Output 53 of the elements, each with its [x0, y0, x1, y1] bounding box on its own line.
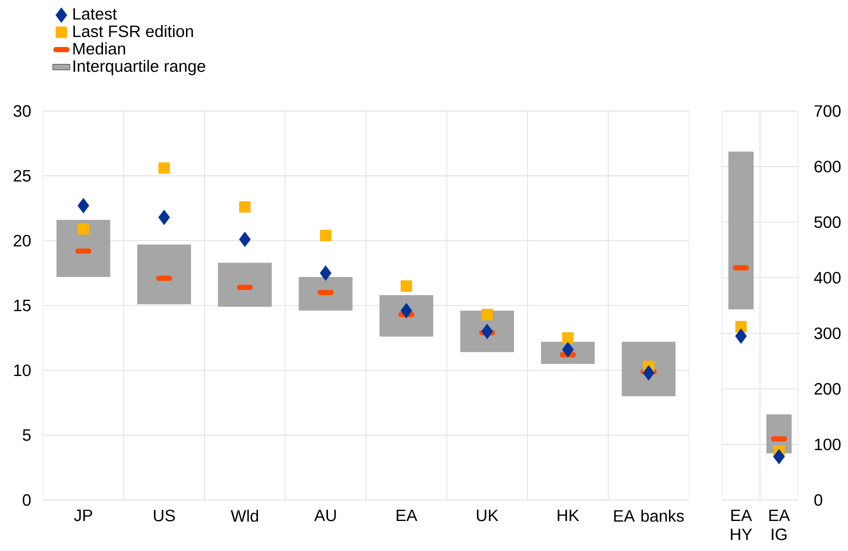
x-tick-label: EA HY [730, 510, 752, 540]
legend-label: Last FSR edition [73, 25, 193, 38]
point [562, 342, 574, 358]
bar [56, 220, 110, 277]
bar [298, 276, 353, 311]
bar [622, 342, 676, 396]
bar [218, 262, 272, 307]
point [642, 365, 654, 381]
point [735, 328, 747, 344]
x-tick-label: HK [558, 510, 580, 522]
y-tick-label: 30 [14, 105, 31, 117]
x-tick-label: UK [476, 510, 498, 522]
y-tick-label: 300 [814, 327, 841, 340]
y-tick-label: 0 [22, 494, 31, 506]
y-tick-label: 15 [14, 300, 31, 312]
x-tick-label: EA banks [614, 510, 684, 522]
legend-label: Median [73, 42, 126, 55]
x-tick-label: EA [396, 510, 418, 522]
y-tick-label: 5 [22, 429, 31, 441]
y-tick-label: 400 [814, 272, 841, 284]
point [78, 198, 90, 214]
point [239, 201, 251, 213]
point [400, 302, 412, 318]
point [239, 232, 251, 248]
legend-label: Interquartile range [74, 60, 206, 76]
point [481, 308, 493, 320]
bar [379, 295, 434, 337]
point [320, 230, 332, 242]
y-tick-label: 200 [814, 383, 841, 395]
y-tick-label: 25 [14, 170, 31, 182]
x-tick-label: AU [314, 510, 336, 522]
y-tick-label: 500 [814, 216, 841, 228]
y-tick-label: 10 [14, 364, 31, 376]
y-tick-label: 0 [814, 494, 822, 506]
point [78, 223, 90, 235]
point [158, 162, 170, 174]
x-tick-label: JP [74, 510, 92, 522]
legend-label: Latest [73, 8, 117, 20]
bar [137, 244, 192, 304]
x-tick-label: Wld [230, 510, 258, 522]
y-tick-label: 100 [814, 438, 841, 450]
point [400, 280, 412, 292]
x-tick-label: EA IG [769, 510, 790, 540]
y-tick-label: 600 [814, 160, 841, 172]
point [735, 320, 747, 332]
point [773, 448, 785, 464]
x-tick-label: US [154, 510, 175, 522]
point [158, 210, 170, 226]
point [320, 265, 332, 281]
y-tick-label: 700 [814, 105, 841, 117]
point [562, 332, 574, 344]
y-tick-label: 20 [14, 234, 31, 246]
point [481, 324, 493, 340]
